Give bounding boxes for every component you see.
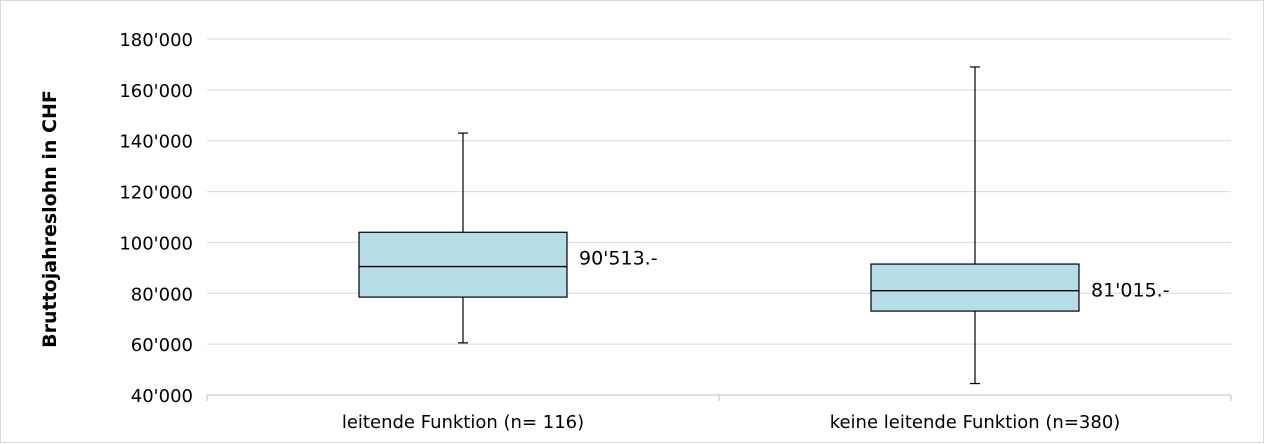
y-tick-label: 80'000 [131,284,193,305]
y-tick-label: 180'000 [119,30,193,51]
boxes: 90'513.- 81'015.- [358,66,1170,385]
iqr-box [870,263,1080,312]
y-tick-label: 60'000 [131,335,193,356]
box-2: 81'015.- [870,66,1170,385]
x-axis-categories: leitende Funktion (n= 116) keine leitende… [342,412,1120,433]
y-tick-label: 160'000 [119,81,193,102]
y-tick-label: 120'000 [119,183,193,204]
median-label: 90'513.- [579,248,658,270]
median-label: 81'015.- [1091,280,1170,302]
x-axis [206,394,1232,401]
x-category-label: keine leitende Funktion (n=380) [830,412,1121,433]
y-tick-label: 100'000 [119,233,193,254]
iqr-box [358,231,568,298]
y-tick-label: 140'000 [119,132,193,153]
y-tick-label: 40'000 [131,386,193,407]
x-category-label: leitende Funktion (n= 116) [342,412,584,433]
y-axis-ticks: 40'000 60'000 80'000 100'000 120'000 140'000 1… [119,30,193,407]
y-axis-label: Bruttojahreslohn in CHF [39,90,61,348]
box-1: 90'513.- [358,132,658,344]
